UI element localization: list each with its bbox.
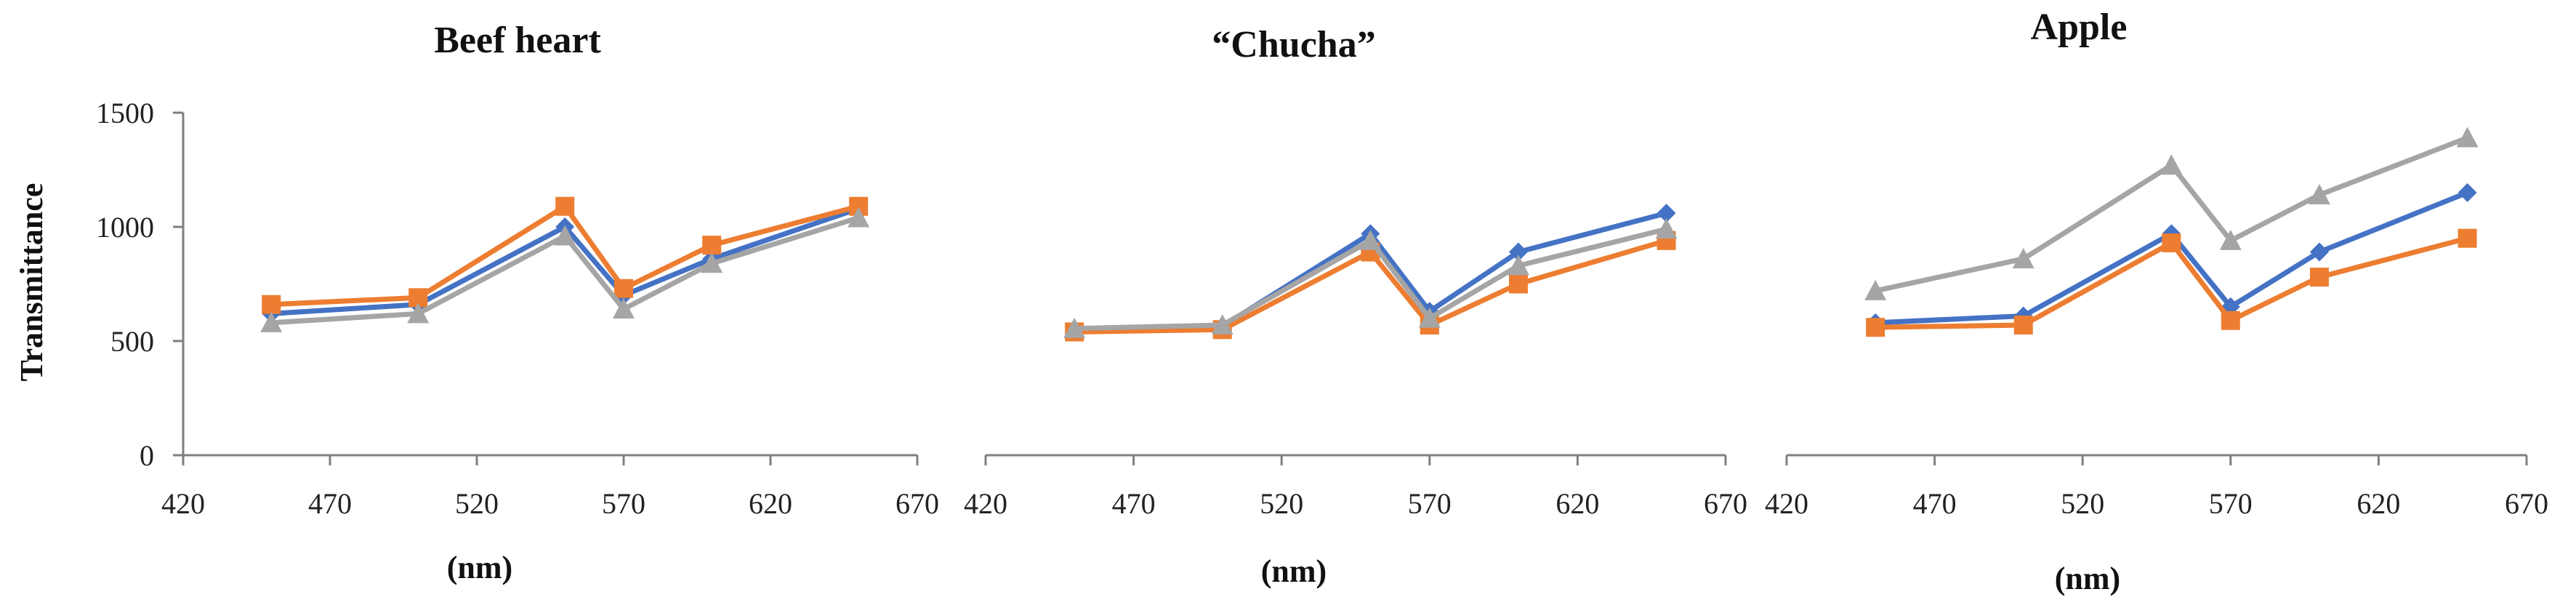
data-point-triangle: [701, 252, 723, 273]
data-point-triangle: [407, 302, 430, 324]
x-tick-label: 620: [1555, 487, 1599, 520]
data-point-triangle: [2219, 229, 2242, 250]
data-point-diamond: [1657, 204, 1676, 223]
data-point-square: [2458, 228, 2477, 248]
y-tick-label: 1500: [96, 97, 154, 129]
x-tick-label: 470: [1913, 487, 1957, 520]
data-point-triangle: [554, 225, 576, 246]
data-point-triangle: [1655, 218, 1678, 239]
series-line: [1071, 238, 1670, 334]
series-line: [268, 204, 861, 308]
data-point-diamond: [2309, 242, 2329, 262]
y-tick-label: 1000: [96, 211, 154, 244]
data-point-square: [2162, 233, 2181, 252]
data-point-square: [1866, 318, 1885, 337]
data-point-triangle: [613, 298, 635, 319]
data-point-triangle: [2012, 247, 2034, 268]
x-axis-title: (nm): [2055, 561, 2120, 596]
y-axis-title: Transmittance: [14, 183, 49, 382]
panel-beef-heart: Beef heart Transmittance (nm) 420 470 520 5…: [14, 20, 939, 585]
data-point-square: [1508, 274, 1528, 294]
data-point-triangle: [2456, 127, 2479, 148]
x-tick-label: 420: [161, 487, 205, 520]
x-axis-title: (nm): [447, 550, 512, 585]
plot-area: 420 470 520 570 620 670: [1765, 127, 2548, 520]
series-line: [268, 206, 861, 316]
x-tick-label: 520: [1260, 487, 1303, 520]
data-point-square: [262, 295, 281, 314]
data-point-square: [614, 279, 633, 298]
x-tick-label: 570: [602, 487, 645, 520]
x-tick-label: 670: [895, 487, 939, 520]
x-tick-label: 420: [1765, 487, 1808, 520]
y-tick-label: 500: [110, 325, 154, 358]
panel-chucha: “Chucha” (nm) 420 470 520 570 620 670: [964, 24, 1747, 589]
x-tick-label: 620: [2356, 487, 2400, 520]
data-point-triangle: [1418, 307, 1441, 328]
data-point-triangle: [848, 207, 870, 228]
x-tick-label: 470: [308, 487, 352, 520]
y-tick-label: 0: [140, 439, 154, 472]
series-line: [268, 215, 861, 326]
x-tick-label: 520: [455, 487, 499, 520]
chart-title: “Chucha”: [1212, 24, 1375, 65]
data-point-triangle: [1864, 279, 1887, 300]
data-point-triangle: [2160, 154, 2183, 175]
data-point-square: [702, 236, 722, 255]
x-tick-label: 570: [1408, 487, 1452, 520]
data-point-triangle: [2308, 184, 2330, 205]
chart-title: Beef heart: [434, 20, 601, 61]
data-point-diamond: [2458, 183, 2477, 202]
x-tick-label: 670: [2505, 487, 2548, 520]
data-point-diamond: [1508, 242, 1528, 262]
x-tick-label: 420: [964, 487, 1007, 520]
x-tick-label: 470: [1112, 487, 1156, 520]
x-tick-label: 520: [2061, 487, 2104, 520]
data-point-triangle: [260, 311, 283, 332]
x-tick-label: 620: [749, 487, 792, 520]
data-point-square: [555, 196, 575, 216]
data-point-triangle: [1211, 314, 1233, 335]
data-point-triangle: [1063, 317, 1086, 338]
panel-apple: Apple (nm) 420 470 520 570 620 670: [1765, 7, 2548, 596]
series-line: [1071, 226, 1670, 332]
data-point-square: [2013, 316, 2033, 335]
data-point-square: [2221, 310, 2240, 330]
plot-area: 420 470 520 570 620 670 0 500 1000 1500: [96, 97, 939, 520]
data-point-triangle: [1359, 229, 1382, 250]
plot-area: 420 470 520 570 620 670: [964, 204, 1747, 520]
chart-title: Apple: [2031, 7, 2128, 48]
data-point-triangle: [1507, 255, 1529, 276]
x-axis-title: (nm): [1261, 553, 1327, 589]
series-line: [1872, 236, 2471, 330]
x-tick-label: 670: [1704, 487, 1747, 520]
series-line: [1872, 190, 2471, 326]
data-point-square: [2309, 268, 2329, 287]
series-line: [1872, 135, 2471, 294]
x-tick-label: 570: [2209, 487, 2253, 520]
